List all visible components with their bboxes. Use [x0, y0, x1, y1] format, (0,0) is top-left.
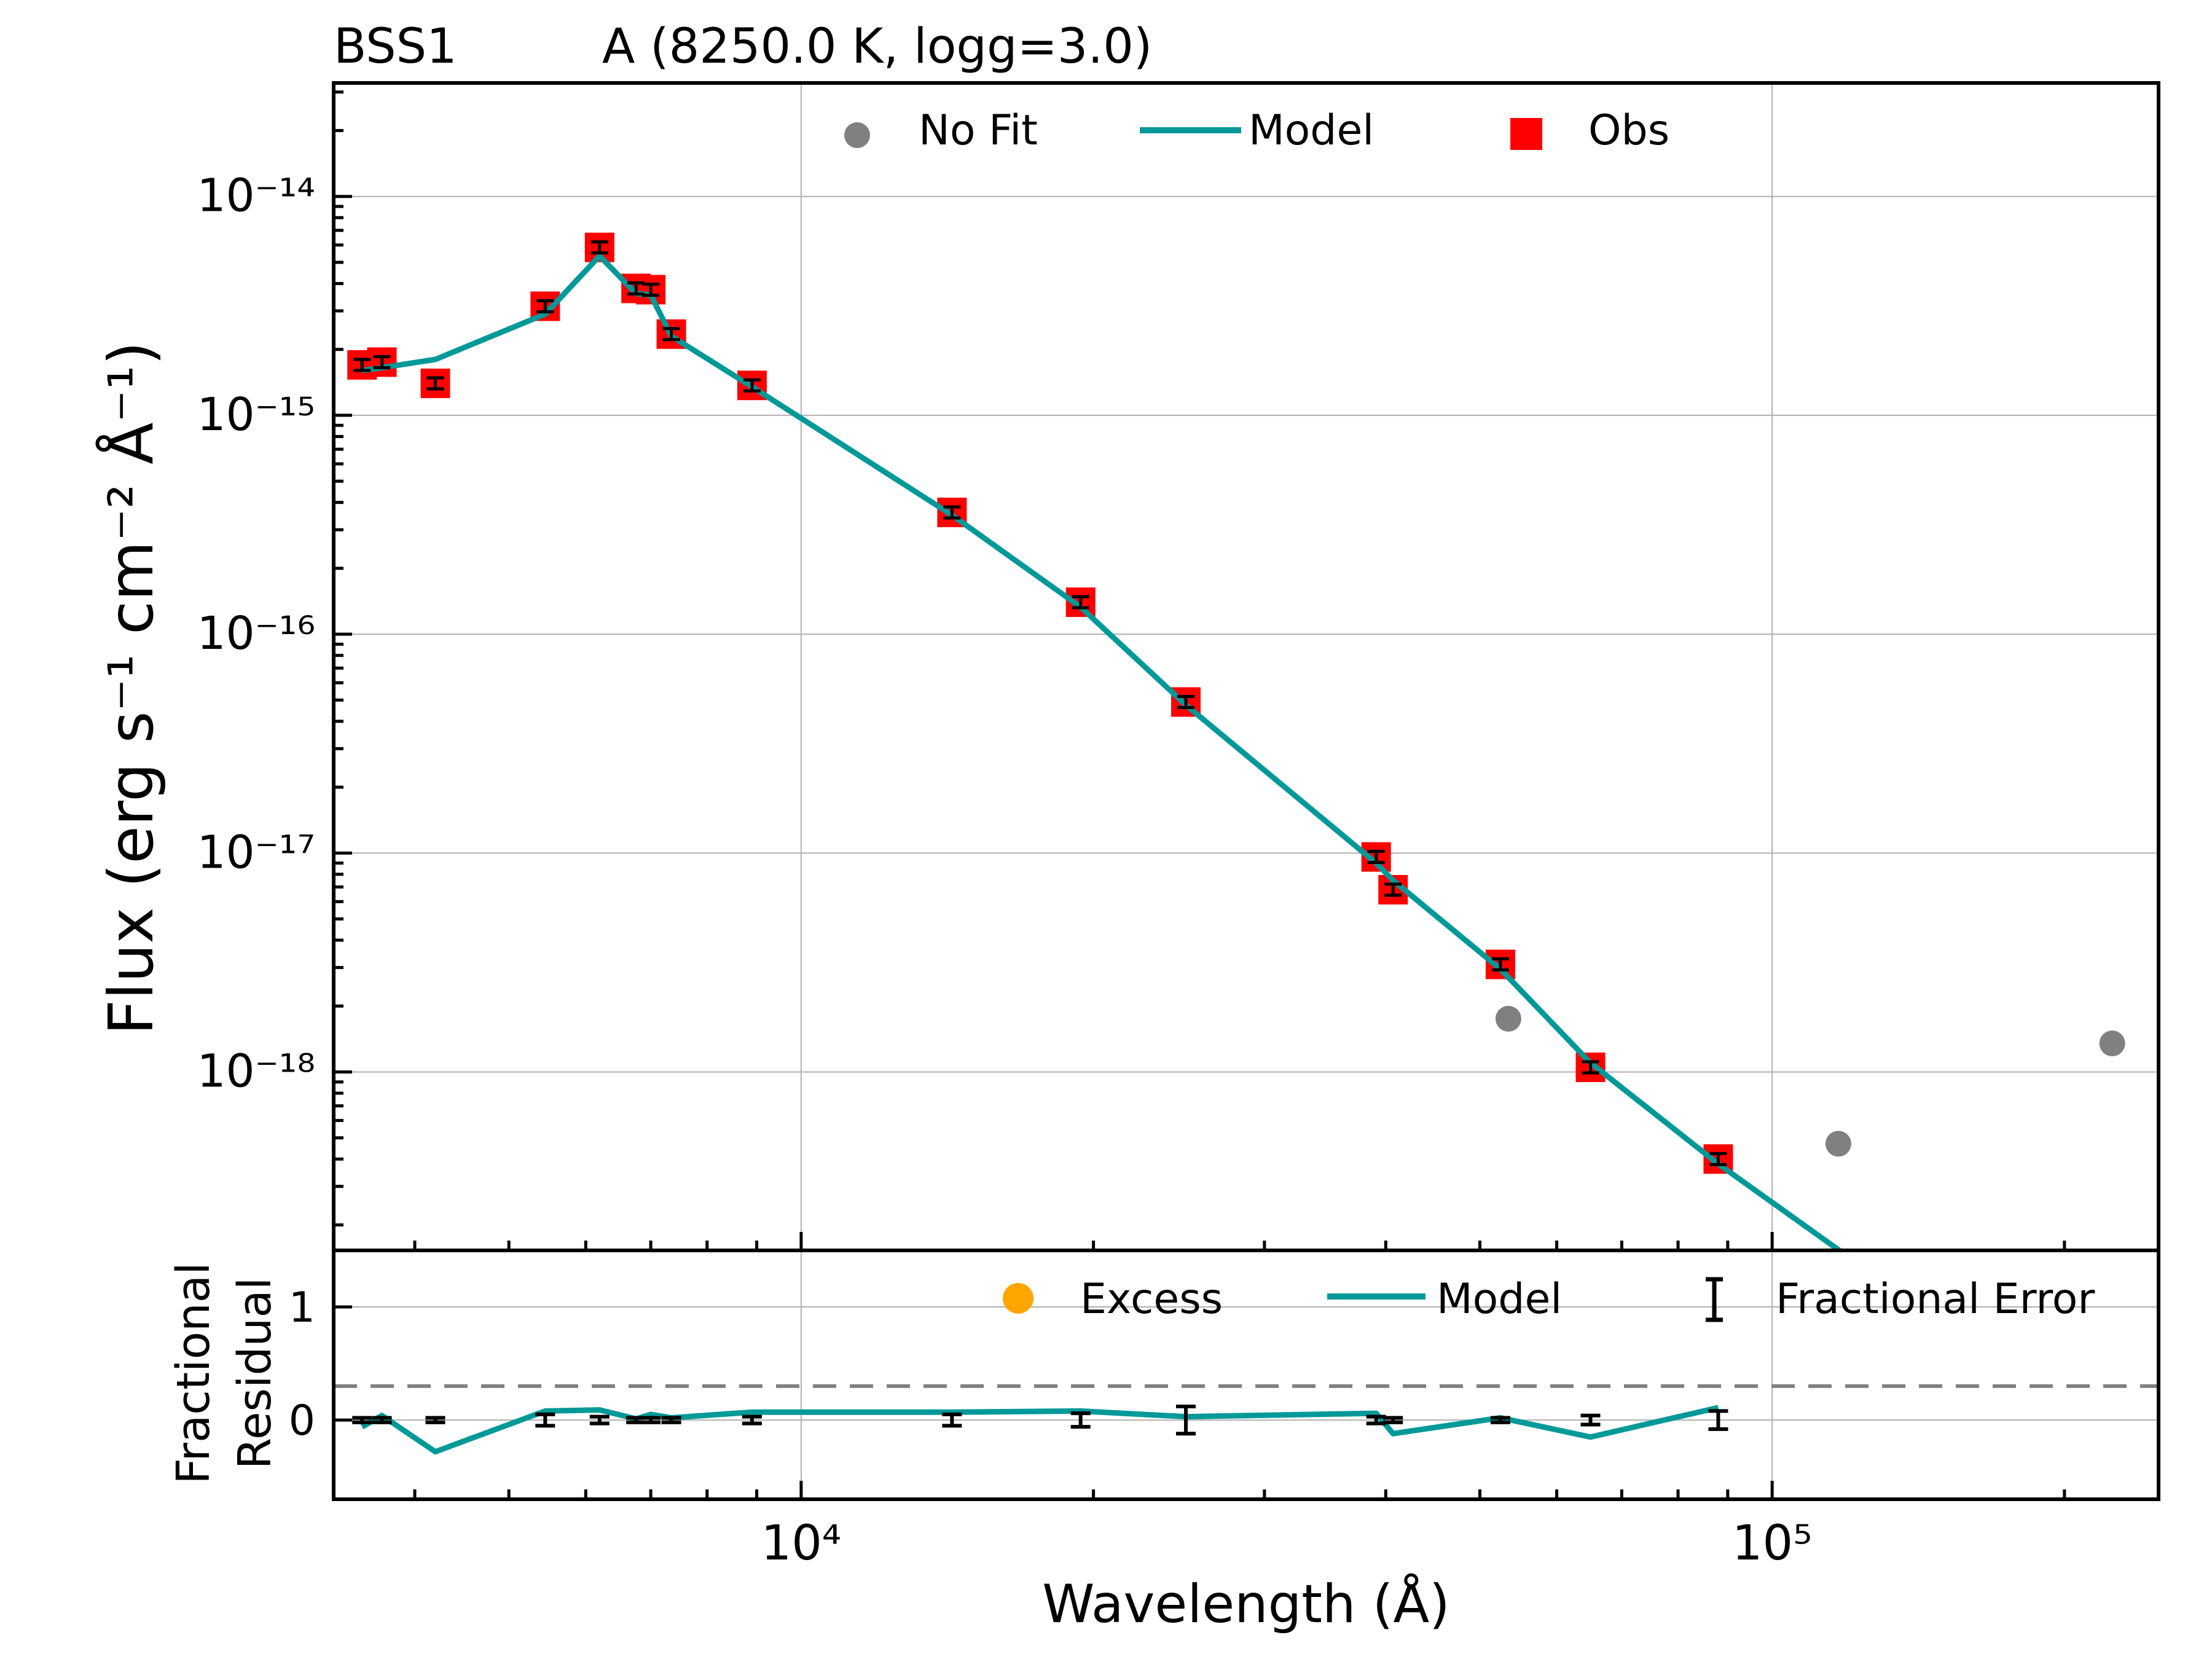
- obs-errorbar: [1491, 957, 1509, 972]
- tick-labels: 10⁻¹⁴ 10⁻¹⁵ 10⁻¹⁶ 10⁻¹⁷ 10⁻¹⁸ 1 0 10⁴ 10⁵: [197, 170, 1812, 1571]
- residual-errorbar: [1580, 1413, 1601, 1427]
- nofit-point: [1825, 1131, 1851, 1157]
- residual-errorbar: [942, 1412, 962, 1428]
- legend-residual-model-label: Model: [1437, 1275, 1562, 1324]
- residual-errorbar: [1708, 1409, 1728, 1431]
- residual-errorbar: [1383, 1416, 1403, 1424]
- sed-plot-area: [347, 232, 2125, 1250]
- obs-errorbar: [1177, 694, 1194, 709]
- residual-model-line: [361, 1405, 1719, 1455]
- legend-obs-label: Obs: [1588, 106, 1669, 155]
- legend-excess-marker: [1003, 1283, 1033, 1314]
- residual-errorbar: [425, 1416, 445, 1424]
- xtick-label: 10⁵: [1732, 1516, 1813, 1571]
- residual-errorbar: [352, 1416, 372, 1424]
- sed-ytick-label: 10⁻¹⁶: [197, 607, 315, 660]
- obs-errorbar: [1582, 1060, 1599, 1075]
- obs-errorbar: [536, 299, 554, 313]
- obs-errorbar: [743, 378, 761, 393]
- y-axis-title: Flux (erg s⁻¹ cm⁻² Å⁻¹): [95, 342, 167, 1035]
- obs-errorbar: [373, 355, 391, 369]
- legend-model-label: Model: [1249, 106, 1374, 155]
- obs-errorbar: [943, 505, 961, 520]
- residual-errorbar: [1366, 1414, 1386, 1426]
- obs-errorbar: [1072, 595, 1089, 610]
- residual-errorbar: [535, 1412, 555, 1428]
- obs-errorbar: [353, 358, 371, 372]
- obs-errorbar: [1367, 850, 1385, 865]
- residual-errorbar: [641, 1416, 661, 1424]
- residual-errorbar: [1175, 1405, 1196, 1436]
- obs-errorbar: [642, 282, 660, 297]
- legend-error-marker: [1706, 1277, 1723, 1322]
- model-label: A (8250.0 K, logg=3.0): [602, 19, 1152, 74]
- residual-errorbar: [661, 1416, 681, 1424]
- residual-legend: Excess Model Fractional Error: [1003, 1275, 2095, 1324]
- obs-errorbar: [590, 240, 608, 255]
- residual-errorbar: [1490, 1416, 1510, 1424]
- sed-ytick-label: 10⁻¹⁴: [197, 170, 315, 222]
- residual-errorbar: [372, 1416, 392, 1424]
- nofit-point: [2099, 1030, 2125, 1057]
- nofit-point: [1495, 1005, 1521, 1032]
- residual-errorbar: [589, 1414, 610, 1426]
- sed-ytick-label: 10⁻¹⁷: [197, 826, 315, 879]
- residual-y-title-line2: Residual: [229, 1277, 281, 1470]
- residual-errorbar: [742, 1414, 762, 1426]
- residual-frame: [332, 1249, 2160, 1501]
- obs-errorbar: [1709, 1151, 1727, 1166]
- legend-nofit-label: No Fit: [919, 106, 1038, 155]
- residual-ytick-label: 1: [289, 1284, 315, 1332]
- axes: [332, 81, 2160, 1501]
- obs-errorbar: [627, 281, 645, 296]
- residual-y-title-line1: Fractional: [167, 1262, 220, 1484]
- residual-plot-area: [334, 1384, 2159, 1455]
- residual-errorbar: [1070, 1411, 1091, 1429]
- sed-ytick-label: 10⁻¹⁸: [197, 1045, 315, 1098]
- obs-errorbar: [662, 327, 680, 342]
- legend-obs-marker: [1510, 118, 1542, 150]
- sed-legend: No Fit Model Obs: [844, 106, 1669, 155]
- x-axis-title: Wavelength (Å): [1042, 1573, 1449, 1635]
- legend-excess-label: Excess: [1080, 1275, 1223, 1324]
- legend-error-label: Fractional Error: [1776, 1275, 2095, 1324]
- obs-errorbar: [426, 376, 444, 391]
- model-line: [361, 253, 1844, 1250]
- obs-errorbar: [1384, 882, 1402, 897]
- sed-ytick-label: 10⁻¹⁵: [197, 388, 315, 441]
- legend-nofit-marker: [844, 122, 870, 148]
- sed-gridlines: [334, 83, 2159, 1250]
- residual-ytick-label: 0: [289, 1397, 315, 1445]
- object-name: BSS1: [334, 19, 457, 74]
- xtick-label: 10⁴: [761, 1516, 842, 1571]
